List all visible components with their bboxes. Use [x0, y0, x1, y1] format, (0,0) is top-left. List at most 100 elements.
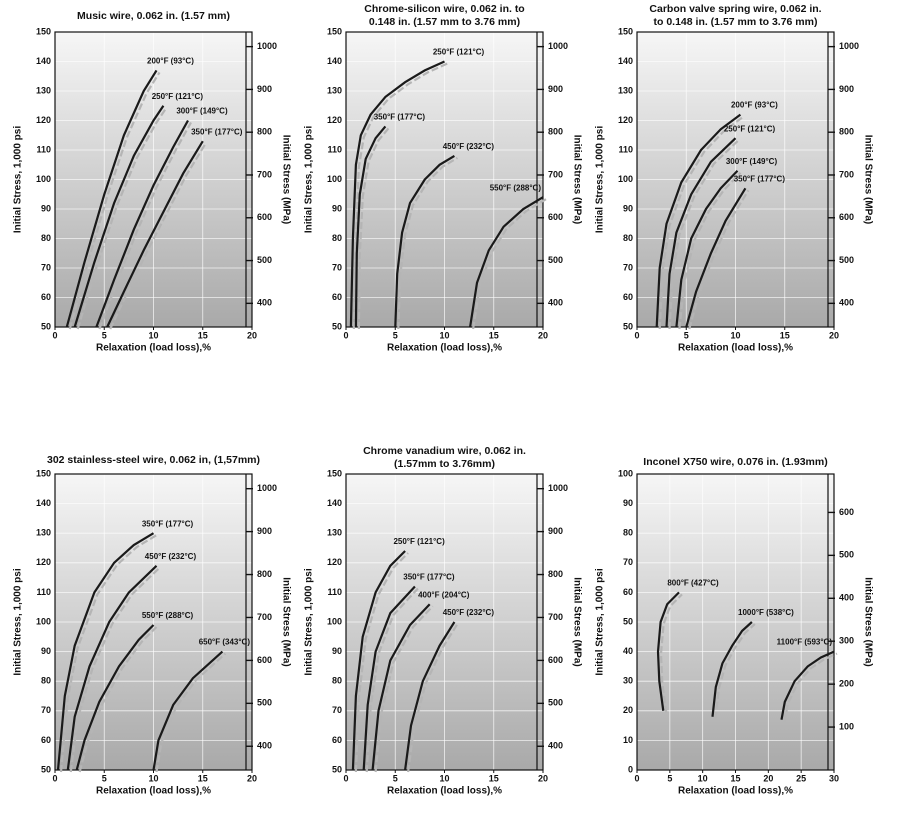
line [665, 137, 737, 328]
y2-tick-label: 400 [257, 298, 272, 308]
y2-axis-label: Initial Stress (MPa) [571, 577, 582, 666]
line [354, 125, 387, 328]
series-label: 250°F (121°C) [152, 92, 204, 101]
x-tick-label: 0 [343, 773, 348, 783]
line-shadow [365, 587, 419, 773]
y2-tick-label: 800 [257, 569, 272, 579]
chart-title: 302 stainless-steel wire, 0.062 in, (1,5… [47, 454, 260, 466]
y-tick-label: 150 [327, 468, 342, 478]
y-tick-label: 0 [628, 764, 633, 774]
y-axis-label: Initial Stress, 1,000 psi [304, 126, 315, 233]
plot-frame [54, 31, 253, 328]
x-tick-label: 5 [393, 773, 398, 783]
y-tick-label: 140 [327, 56, 342, 66]
y-tick-label: 150 [36, 468, 51, 478]
y2-tick-label: 600 [548, 655, 563, 665]
y-tick-label: 20 [623, 705, 633, 715]
x-tick-label: 5 [102, 330, 107, 340]
x-tick-label: 10 [439, 330, 449, 340]
y-tick-label: 100 [327, 616, 342, 626]
y-tick-label: 70 [332, 705, 342, 715]
line [75, 624, 155, 771]
line-shadow [352, 62, 448, 330]
line [351, 550, 406, 771]
y-tick-label: 140 [36, 498, 51, 508]
series-label: 350°F (177°C) [191, 127, 243, 136]
y-tick-label: 80 [623, 528, 633, 538]
x-axis-label: Relaxation (load loss),% [678, 343, 793, 354]
line-shadow [155, 652, 227, 773]
y2-tick-label: 700 [257, 169, 272, 179]
y-tick-label: 100 [618, 174, 633, 184]
line [656, 591, 680, 711]
y2-tick-label: 1000 [548, 483, 568, 493]
chart: Inconel X750 wire, 0.076 in. (1.93mm) 0 10… [595, 456, 874, 797]
y-tick-label: 90 [41, 646, 51, 656]
chart-title: Carbon valve spring wire, 0.062 in. [649, 3, 821, 15]
y2-axis-label: Initial Stress (MPa) [280, 135, 291, 224]
y-tick-label: 130 [36, 528, 51, 538]
x-axis-label: Relaxation (load loss),% [96, 786, 211, 797]
y-tick-label: 90 [623, 498, 633, 508]
y2-axis-label: Initial Stress (MPa) [280, 577, 291, 666]
y2-axis-label: Initial Stress (MPa) [862, 135, 873, 224]
y2-tick-label: 600 [257, 212, 272, 222]
line-shadow [76, 107, 168, 330]
y2-tick-label: 200 [839, 679, 854, 689]
chart-title: to 0.148 in. (1.57 mm to 3.76 mm) [654, 16, 818, 28]
y-tick-label: 80 [623, 233, 633, 243]
y2-tick-label: 500 [839, 550, 854, 560]
x-tick-label: 5 [102, 773, 107, 783]
y2-tick-label: 800 [548, 127, 563, 137]
y-tick-label: 140 [327, 498, 342, 508]
y-tick-label: 70 [623, 557, 633, 567]
line-shadow [374, 605, 434, 773]
x-tick-label: 0 [52, 773, 57, 783]
y-tick-label: 90 [332, 203, 342, 213]
x-tick-label: 20 [538, 330, 548, 340]
series-label: 450°F (232°C) [443, 142, 495, 151]
series-label: 300°F (149°C) [726, 157, 778, 166]
y-tick-label: 110 [36, 144, 51, 154]
y2-tick-label: 800 [839, 127, 854, 137]
y-tick-label: 110 [327, 587, 342, 597]
chart: Chrome vanadium wire, 0.062 in.(1.57mm t… [304, 445, 583, 797]
y2-tick-label: 1000 [257, 483, 277, 493]
y-tick-label: 120 [36, 115, 51, 125]
chart-title: Chrome vanadium wire, 0.062 in. [363, 445, 526, 457]
x-tick-label: 20 [247, 773, 257, 783]
line [66, 565, 158, 771]
y-tick-label: 130 [327, 85, 342, 95]
line-shadow [688, 189, 750, 330]
y2-tick-label: 900 [257, 526, 272, 536]
y-tick-label: 80 [332, 233, 342, 243]
x-tick-label: 20 [829, 330, 839, 340]
series-label: 200°F (93°C) [147, 56, 194, 65]
x-tick-label: 20 [538, 773, 548, 783]
line-shadow [659, 593, 683, 713]
line-shadow [472, 198, 547, 330]
y-tick-label: 70 [41, 705, 51, 715]
y2-tick-label: 500 [548, 255, 563, 265]
y2-tick-label: 900 [548, 526, 563, 536]
y-tick-label: 70 [41, 262, 51, 272]
plot-frame [345, 473, 544, 771]
series-label: 650°F (343°C) [199, 638, 251, 647]
x-axis-label: Relaxation (load loss),% [678, 786, 793, 797]
line [106, 140, 204, 328]
y-tick-label: 50 [332, 764, 342, 774]
y2-tick-label: 1000 [257, 41, 277, 51]
y-tick-label: 50 [623, 616, 633, 626]
series-label: 250°F (121°C) [724, 124, 776, 133]
y-tick-label: 130 [36, 85, 51, 95]
y-tick-label: 90 [41, 203, 51, 213]
line-shadow [69, 567, 161, 773]
x-tick-label: 15 [730, 773, 740, 783]
y-tick-label: 10 [623, 735, 633, 745]
x-tick-label: 15 [198, 773, 208, 783]
y2-tick-label: 300 [839, 636, 854, 646]
y-tick-label: 40 [623, 646, 633, 656]
line [685, 187, 747, 328]
y-tick-label: 100 [327, 174, 342, 184]
